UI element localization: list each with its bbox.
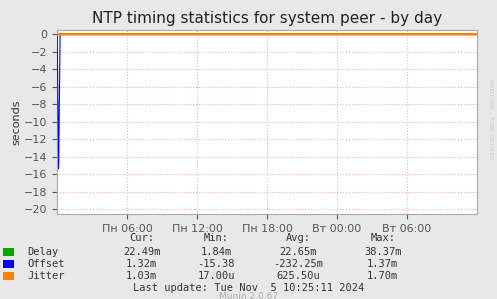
Text: RRDTOOL / TOBI OETIKER: RRDTOOL / TOBI OETIKER: [488, 79, 493, 160]
Text: 22.65m: 22.65m: [279, 247, 317, 257]
Text: Munin 2.0.67: Munin 2.0.67: [219, 292, 278, 299]
Text: Last update: Tue Nov  5 10:25:11 2024: Last update: Tue Nov 5 10:25:11 2024: [133, 283, 364, 293]
Title: NTP timing statistics for system peer - by day: NTP timing statistics for system peer - …: [92, 11, 442, 26]
Text: Max:: Max:: [370, 233, 395, 243]
Text: 1.37m: 1.37m: [367, 259, 398, 269]
Y-axis label: seconds: seconds: [11, 99, 21, 145]
Text: Cur:: Cur:: [129, 233, 154, 243]
Text: Delay: Delay: [27, 247, 59, 257]
Text: 38.37m: 38.37m: [364, 247, 402, 257]
Text: 1.32m: 1.32m: [126, 259, 157, 269]
Text: 1.03m: 1.03m: [126, 271, 157, 281]
Text: -15.38: -15.38: [197, 259, 235, 269]
Text: Jitter: Jitter: [27, 271, 65, 281]
Text: 1.70m: 1.70m: [367, 271, 398, 281]
Text: 625.50u: 625.50u: [276, 271, 320, 281]
Text: 17.00u: 17.00u: [197, 271, 235, 281]
Text: 22.49m: 22.49m: [123, 247, 161, 257]
Text: Avg:: Avg:: [286, 233, 311, 243]
Text: -232.25m: -232.25m: [273, 259, 323, 269]
Text: Min:: Min:: [204, 233, 229, 243]
Text: 1.84m: 1.84m: [201, 247, 232, 257]
Text: Offset: Offset: [27, 259, 65, 269]
